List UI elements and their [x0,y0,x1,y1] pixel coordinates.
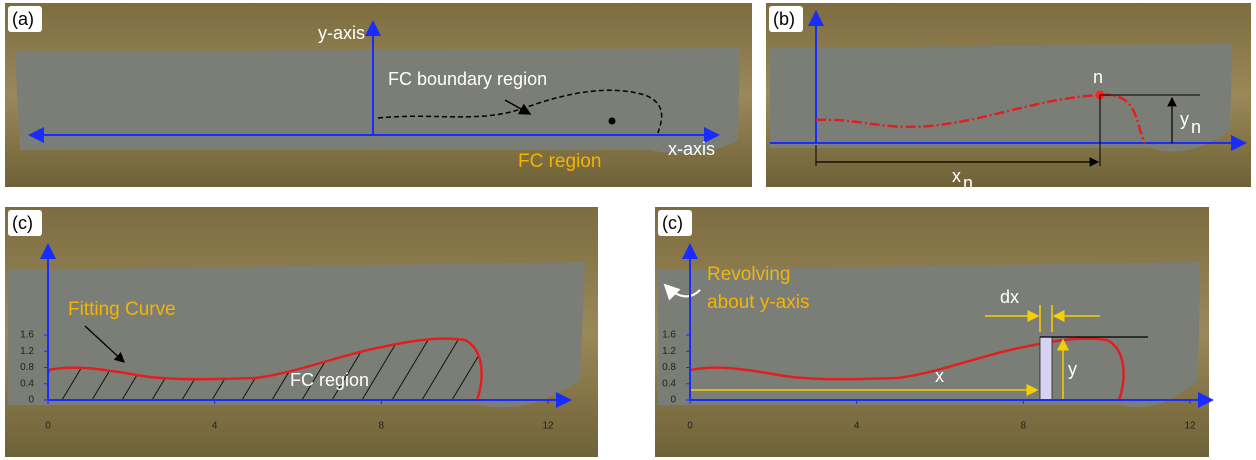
annotation: FC region [518,151,601,172]
panel-label: (c) [662,213,683,233]
panel-label: (a) [12,9,34,29]
annotation: about y-axis [707,292,809,313]
specimen [770,44,1232,151]
annotation: FC region [290,370,369,390]
point [609,118,616,125]
annotation: x [935,366,944,386]
annotation: y-axis [318,23,365,43]
strip [1040,337,1052,400]
annotation: Fitting Curve [68,299,176,320]
figure: (a) y-axis FC boundary region FC region … [0,0,1256,460]
y-tick-label: 0.8 [20,362,34,373]
x-tick-label: 8 [1021,421,1027,432]
annotation: FC boundary region [388,69,547,89]
x-tick-label: 0 [45,421,51,432]
annotation: x-axis [668,139,715,159]
x-tick-label: 4 [854,421,860,432]
annotation: dx [1000,287,1019,307]
annotation: n [1191,117,1201,137]
panel-d: (c) Revolving about y-axis dx x y 0 0.4 0.… [655,207,1212,457]
y-tick-label: 1.6 [662,330,676,341]
y-tick-label: 1.6 [20,330,34,341]
annotation: Revolving [707,264,790,285]
x-tick-label: 8 [379,421,385,432]
annotation: n [963,173,973,193]
specimen [15,48,740,153]
y-tick-label: 0.4 [662,378,676,389]
y-tick-label: 0.4 [20,378,34,389]
annotation: n [1093,67,1103,87]
x-tick-label: 4 [212,421,218,432]
panel-label: (c) [12,213,33,233]
y-tick-label: 0 [670,395,676,406]
panel-c: (c) Fitting Curve FC region 0 0.4 0.8 1.2 1.… [5,207,598,457]
annotation: y [1180,109,1189,129]
y-tick-label: 0.8 [662,362,676,373]
x-tick-label: 12 [542,421,554,432]
panel-b: (b) n y n x n [766,3,1251,193]
y-tick-label: 1.2 [662,346,676,357]
y-tick-label: 0 [28,395,34,406]
annotation: y [1068,359,1077,379]
annotation: x [952,166,961,186]
panel-a: (a) y-axis FC boundary region FC region … [5,3,752,187]
x-tick-label: 12 [1184,421,1196,432]
panel-label: (b) [773,9,795,29]
x-tick-label: 0 [687,421,693,432]
y-tick-label: 1.2 [20,346,34,357]
